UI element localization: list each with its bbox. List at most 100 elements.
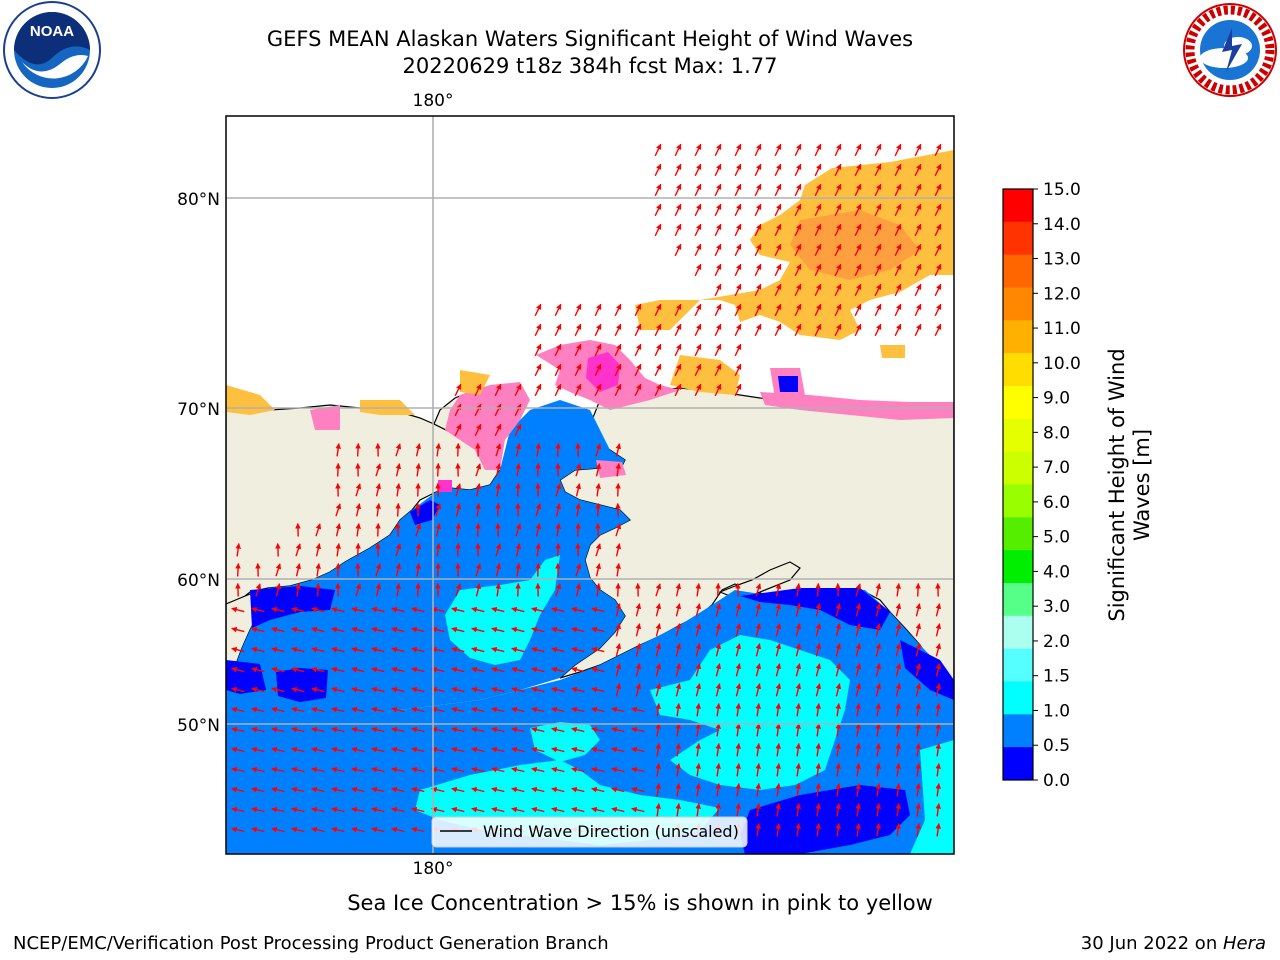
wind-wave-arrow	[914, 283, 922, 297]
wind-wave-arrow	[375, 583, 382, 597]
wind-wave-arrow	[495, 463, 502, 477]
wind-wave-arrow	[411, 626, 425, 633]
colorbar-segment	[1003, 287, 1033, 321]
wind-wave-arrow	[531, 606, 545, 613]
wind-wave-arrow	[331, 646, 345, 653]
wind-wave-arrow	[495, 502, 501, 517]
wind-wave-arrow	[411, 826, 425, 833]
wind-wave-arrow	[734, 363, 742, 377]
wind-wave-arrow	[735, 623, 742, 637]
wind-wave-arrow	[914, 203, 922, 217]
wind-wave-arrow	[734, 323, 742, 337]
wind-wave-arrow	[775, 723, 781, 737]
wind-wave-arrow	[795, 643, 802, 657]
footer-credit: NCEP/EMC/Verification Post Processing Pr…	[13, 933, 609, 954]
wind-wave-arrow	[734, 223, 742, 237]
wind-wave-arrow	[411, 806, 425, 813]
wind-wave-arrow	[874, 163, 882, 177]
wind-wave-arrow	[611, 806, 625, 813]
wind-wave-arrow	[611, 706, 625, 713]
wind-wave-arrow	[794, 163, 802, 177]
wind-wave-arrow	[735, 783, 741, 797]
wind-wave-arrow	[675, 723, 681, 737]
wind-wave-arrow	[495, 443, 502, 457]
wind-wave-arrow	[674, 183, 682, 197]
wind-wave-arrow	[355, 442, 361, 457]
wind-wave-arrow	[511, 606, 525, 613]
wind-wave-arrow	[735, 803, 741, 817]
wind-wave-arrow	[834, 283, 842, 297]
colorbar-segment	[1003, 386, 1033, 420]
wind-wave-arrow	[675, 703, 681, 717]
wind-wave-arrow	[814, 303, 822, 317]
wind-wave-arrow	[715, 763, 721, 777]
wind-wave-arrow	[611, 786, 625, 793]
wind-wave-arrow	[331, 626, 345, 633]
wind-wave-arrow	[371, 686, 385, 693]
wind-wave-arrow	[471, 626, 485, 633]
wind-wave-arrow	[654, 363, 662, 377]
wind-wave-arrow	[555, 523, 561, 537]
wind-wave-arrow	[351, 646, 365, 653]
wind-wave-arrow	[271, 646, 285, 653]
wind-wave-arrow	[251, 666, 265, 673]
wind-wave-arrow	[715, 623, 722, 637]
wind-wave-arrow	[534, 363, 542, 377]
wind-wave-arrow	[491, 646, 505, 653]
colorbar-tick-label: 10.0	[1043, 354, 1081, 374]
plot-title: GEFS MEAN Alaskan Waters Significant Hei…	[266, 27, 914, 51]
wind-wave-arrow	[854, 183, 862, 197]
wind-wave-arrow	[794, 323, 802, 337]
wind-wave-arrow	[431, 606, 445, 613]
wind-wave-arrow	[335, 443, 341, 457]
lon-label-top: 180°	[413, 91, 454, 111]
wind-wave-arrow	[895, 803, 901, 817]
wind-wave-arrow	[815, 823, 821, 837]
wind-wave-arrow	[934, 303, 942, 317]
map-area	[226, 116, 954, 854]
wind-wave-arrow	[695, 603, 702, 617]
colorbar-segment	[1003, 681, 1033, 715]
wind-wave-arrow	[351, 806, 365, 813]
wind-wave-arrow	[551, 786, 565, 793]
wind-wave-arrow	[411, 766, 425, 773]
wind-wave-arrow	[475, 563, 482, 577]
wind-wave-arrow	[695, 783, 701, 797]
wind-wave-arrow	[854, 143, 862, 157]
wind-wave-arrow	[655, 683, 662, 697]
wind-wave-arrow	[435, 562, 441, 577]
wind-wave-arrow	[375, 503, 381, 517]
wind-wave-arrow	[695, 743, 701, 757]
wind-wave-arrow	[774, 243, 782, 257]
wind-wave-arrow	[695, 663, 702, 677]
wind-wave-arrow	[415, 582, 421, 597]
wind-wave-arrow	[531, 726, 545, 733]
wind-wave-arrow	[695, 723, 701, 737]
wind-wave-arrow	[431, 646, 445, 653]
colorbar-segment	[1003, 418, 1033, 453]
wind-wave-arrow	[835, 683, 842, 697]
wind-wave-arrow	[335, 523, 342, 537]
colorbar: 15.0 14.0 13.0 12.0 11.0 10.0 9.0 8.0 7.0 6.0 5.0 4…	[1002, 180, 1081, 791]
wind-wave-arrow	[615, 603, 622, 617]
wind-wave-arrow	[511, 646, 525, 653]
wind-wave-arrow	[251, 706, 265, 713]
wind-wave-arrow	[874, 243, 882, 257]
wind-wave-arrow	[694, 203, 702, 217]
wind-wave-arrow	[615, 643, 622, 657]
wind-wave-arrow	[875, 703, 881, 717]
wind-wave-arrow	[715, 663, 722, 677]
wind-wave-arrow	[934, 243, 942, 257]
noaa-logo-icon: NOAA	[3, 1, 101, 99]
wind-wave-arrow	[675, 743, 681, 757]
wind-wave-arrow	[795, 663, 802, 677]
wind-wave-arrow	[231, 646, 245, 653]
wind-wave-arrow	[591, 746, 605, 753]
wind-wave-arrow	[614, 363, 622, 377]
wind-wave-arrow	[295, 563, 302, 577]
wind-wave-arrow	[595, 543, 602, 557]
wind-wave-arrow	[551, 606, 565, 613]
wind-wave-arrow	[775, 803, 781, 817]
wind-wave-arrow	[734, 383, 742, 397]
